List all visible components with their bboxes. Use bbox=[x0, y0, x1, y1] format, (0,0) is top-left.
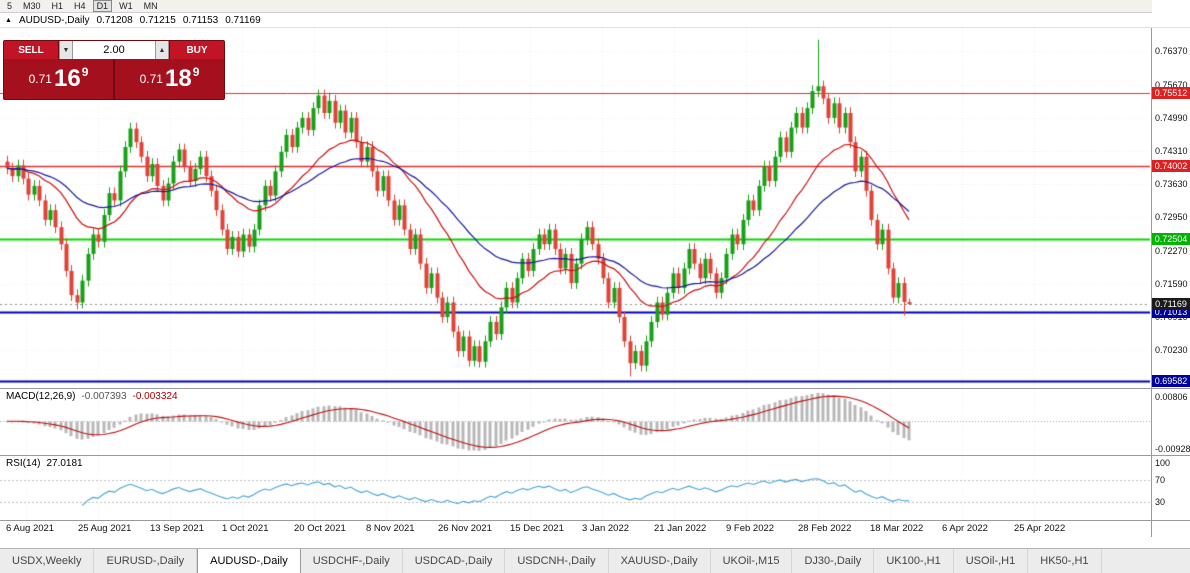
chart-symbol-period: AUDUSD-,Daily bbox=[18, 15, 90, 26]
rsi-value: 27.0181 bbox=[46, 458, 83, 469]
date-axis-label: 1 Oct 2021 bbox=[222, 523, 269, 534]
time-scale[interactable]: 6 Aug 2021 25 Aug 2021 13 Sep 2021 1 Oct 20… bbox=[0, 521, 1152, 538]
chart-tab-usdchf-daily[interactable]: USDCHF-,Daily bbox=[301, 549, 403, 573]
rsi-axis-label: 70 bbox=[1155, 474, 1166, 485]
volume-decrease-button[interactable]: ▼ bbox=[59, 41, 73, 59]
date-axis-label: 18 Mar 2022 bbox=[870, 523, 924, 534]
chart-tab-xauusd-daily[interactable]: XAUUSD-,Daily bbox=[609, 549, 711, 573]
volume-input[interactable] bbox=[73, 41, 155, 59]
ohlc-low: 0.71153 bbox=[182, 15, 219, 26]
macd-indicator-canvas[interactable] bbox=[0, 389, 1152, 455]
ohlc-close: 0.71169 bbox=[225, 15, 261, 26]
chart-tab-bar: USDX,Weekly EURUSD-,Daily AUDUSD-,Daily USD… bbox=[0, 548, 1190, 573]
sell-button[interactable]: SELL bbox=[4, 41, 59, 59]
date-axis-label: 26 Nov 2021 bbox=[438, 523, 492, 534]
volume-increase-button[interactable]: ▲ bbox=[155, 41, 169, 59]
timeframe-button-h4[interactable]: H4 bbox=[74, 1, 86, 11]
macd-main-value: -0.007393 bbox=[81, 391, 127, 402]
buy-price-prefix: 0.71 bbox=[139, 72, 163, 86]
price-line-badge: 0.69582 bbox=[1152, 375, 1190, 388]
timeframe-button-mn[interactable]: MN bbox=[143, 1, 158, 11]
price-axis-label: 0.72270 bbox=[1155, 245, 1188, 256]
price-axis-label: 0.74990 bbox=[1155, 113, 1188, 124]
trade-panel-divider bbox=[113, 59, 115, 99]
date-axis-label: 6 Apr 2022 bbox=[942, 523, 988, 534]
timeframe-toolbar: 5 M30 H1 H4 D1 W1 MN bbox=[0, 0, 1190, 13]
rsi-indicator-canvas[interactable] bbox=[0, 456, 1152, 520]
bid-price-badge: 0.71169 bbox=[1152, 298, 1190, 310]
date-axis-label: 8 Nov 2021 bbox=[366, 523, 415, 534]
macd-axis-label: -0.00928 bbox=[1155, 444, 1190, 455]
sell-price-big-digits: 16 bbox=[53, 65, 81, 92]
price-axis-label: 0.75670 bbox=[1155, 80, 1188, 91]
buy-price-pip-digit: 9 bbox=[192, 65, 200, 79]
price-axis-label: 0.76370 bbox=[1155, 46, 1188, 57]
date-axis-label: 25 Apr 2022 bbox=[1014, 523, 1066, 534]
buy-price-display[interactable]: 0.71 18 9 bbox=[115, 59, 224, 99]
sell-price-prefix: 0.71 bbox=[28, 72, 52, 86]
price-axis-label: 0.74310 bbox=[1155, 146, 1188, 157]
ohlc-high: 0.71215 bbox=[139, 15, 176, 26]
date-axis-label: 15 Dec 2021 bbox=[510, 523, 564, 534]
timeframe-button-h1[interactable]: H1 bbox=[51, 1, 64, 11]
price-line-badge: 0.72504 bbox=[1152, 233, 1190, 246]
date-axis-label: 28 Feb 2022 bbox=[798, 523, 852, 534]
chart-tab-hk50-h1[interactable]: HK50-,H1 bbox=[1028, 549, 1102, 573]
time-scale-separator bbox=[0, 520, 1190, 521]
timeframe-button-w1[interactable]: W1 bbox=[119, 1, 133, 11]
date-axis-label: 6 Aug 2021 bbox=[6, 523, 55, 534]
chart-info-line: ▲ AUDUSD-,Daily 0.71208 0.71215 0.71153 … bbox=[5, 15, 261, 26]
date-axis-label: 21 Jan 2022 bbox=[654, 523, 707, 534]
macd-signal-value: -0.003324 bbox=[132, 391, 178, 402]
price-line-badge: 0.75512 bbox=[1152, 87, 1190, 99]
chart-tab-usdcnh-daily[interactable]: USDCNH-,Daily bbox=[505, 549, 609, 573]
chart-tab-ukoil-m15[interactable]: UKOil-,M15 bbox=[711, 549, 793, 573]
chart-tab-eurusd-daily[interactable]: EURUSD-,Daily bbox=[94, 549, 198, 573]
date-axis-label: 20 Oct 2021 bbox=[294, 523, 346, 534]
date-axis-label: 13 Sep 2021 bbox=[150, 523, 204, 534]
price-line-badge: 0.74002 bbox=[1152, 160, 1190, 173]
timeframe-button-d1[interactable]: D1 bbox=[92, 0, 113, 12]
chart-top-separator bbox=[0, 27, 1190, 28]
price-scale-separator bbox=[1151, 28, 1152, 537]
buy-button[interactable]: BUY bbox=[169, 41, 224, 59]
ohlc-open: 0.71208 bbox=[96, 15, 133, 26]
price-axis-label: 0.73630 bbox=[1155, 179, 1188, 190]
macd-panel-separator[interactable] bbox=[0, 388, 1190, 389]
price-scale[interactable]: 0.76370 0.75670 0.74990 0.74310 0.73630 0.729… bbox=[1152, 0, 1190, 573]
macd-axis-label: 0.00806 bbox=[1155, 391, 1188, 402]
date-axis-label: 9 Feb 2022 bbox=[726, 523, 775, 534]
chart-tab-audusd-daily[interactable]: AUDUSD-,Daily bbox=[197, 549, 301, 573]
buy-price-big-digits: 18 bbox=[164, 65, 192, 92]
chart-tab-usdx-weekly[interactable]: USDX,Weekly bbox=[0, 549, 95, 573]
macd-label: MACD(12,26,9) -0.007393 -0.003324 bbox=[6, 391, 178, 402]
chart-tab-dj30-daily[interactable]: DJ30-,Daily bbox=[792, 549, 875, 573]
timeframe-button-5[interactable]: 5 bbox=[7, 1, 13, 11]
sell-price-pip-digit: 9 bbox=[81, 65, 89, 79]
trade-panel-collapse-icon[interactable]: ▲ bbox=[5, 17, 12, 24]
date-axis-label: 3 Jan 2022 bbox=[582, 523, 630, 534]
chart-tab-usoil-h1[interactable]: USOil-,H1 bbox=[954, 549, 1029, 573]
rsi-panel-separator[interactable] bbox=[0, 455, 1190, 456]
price-axis-label: 0.70230 bbox=[1155, 344, 1188, 355]
chart-tab-usdcad-daily[interactable]: USDCAD-,Daily bbox=[403, 549, 506, 573]
sell-price-display[interactable]: 0.71 16 9 bbox=[4, 59, 113, 99]
chart-tab-uk100-h1[interactable]: UK100-,H1 bbox=[874, 549, 954, 573]
price-axis-label: 0.71590 bbox=[1155, 278, 1188, 289]
rsi-name: RSI(14) bbox=[6, 458, 41, 469]
rsi-axis-label: 30 bbox=[1155, 497, 1166, 508]
price-axis-label: 0.72950 bbox=[1155, 212, 1188, 223]
rsi-axis-label: 100 bbox=[1155, 458, 1171, 468]
date-axis-label: 25 Aug 2021 bbox=[78, 523, 132, 534]
macd-name: MACD(12,26,9) bbox=[6, 391, 76, 402]
rsi-label: RSI(14) 27.0181 bbox=[6, 458, 83, 469]
timeframe-button-m30[interactable]: M30 bbox=[23, 1, 41, 11]
